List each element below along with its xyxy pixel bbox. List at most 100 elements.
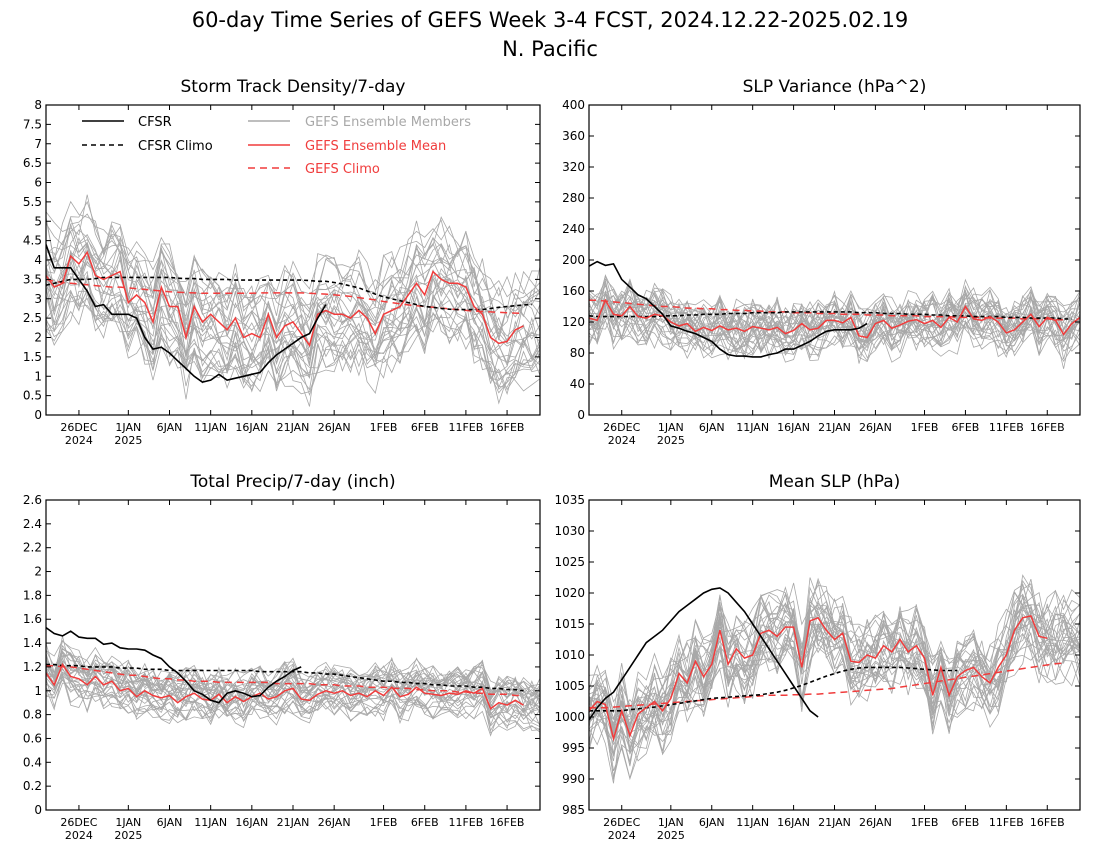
y-tick-label: 1.5: [23, 350, 42, 364]
member-line: [46, 200, 540, 319]
y-tick-label: 1010: [554, 648, 585, 662]
y-tick-label: 1.4: [23, 636, 42, 650]
x-tick-label: 1JAN: [115, 816, 141, 829]
member-line: [46, 293, 540, 400]
figure-title: 60-day Time Series of GEFS Week 3-4 FCST…: [192, 8, 909, 32]
x-tick-label: 11FEB: [989, 816, 1024, 829]
member-line: [46, 295, 540, 391]
member-line: [46, 250, 540, 367]
y-tick-label: 5: [34, 214, 42, 228]
series-gefs-climo: [589, 299, 1064, 321]
x-tick-year-label: 2025: [657, 434, 685, 447]
member-line: [589, 624, 1080, 781]
member-line: [46, 291, 540, 407]
x-tick-label: 26DEC: [60, 816, 97, 829]
member-line: [46, 290, 540, 395]
y-tick-label: 6: [34, 176, 42, 190]
member-line: [46, 270, 540, 391]
x-tick-label: 21JAN: [277, 421, 310, 434]
legend-label-cfsr: CFSR: [138, 115, 172, 130]
series-gefs-ensemble-mean: [589, 298, 1080, 339]
y-tick-label: 0: [577, 408, 585, 422]
member-line: [589, 278, 1080, 336]
series-cfsr-climo: [46, 276, 532, 311]
member-line: [46, 677, 540, 728]
y-tick-label: 2.4: [23, 517, 42, 531]
member-line: [589, 579, 1080, 720]
x-tick-label: 21JAN: [818, 421, 851, 434]
member-line: [46, 275, 540, 380]
y-tick-label: 6.5: [23, 156, 42, 170]
x-tick-label: 11JAN: [736, 421, 769, 434]
x-tick-label: 16JAN: [235, 421, 268, 434]
y-tick-label: 1: [34, 369, 42, 383]
member-line: [46, 264, 540, 366]
figure-subtitle: N. Pacific: [502, 37, 598, 61]
x-tick-label: 21JAN: [818, 816, 851, 829]
y-tick-label: 7: [34, 137, 42, 151]
x-tick-label: 1JAN: [658, 421, 684, 434]
panel-2: SLP Variance (hPa^2) 0 40 80 120 160 200 240 280…: [562, 77, 1081, 447]
member-line: [46, 223, 540, 338]
y-tick-label: 2.6: [23, 493, 42, 507]
y-tick-label: 1005: [554, 679, 585, 693]
ensemble-members: [589, 274, 1080, 369]
y-tick-label: 280: [562, 191, 585, 205]
y-tick-label: 1020: [554, 586, 585, 600]
y-tick-label: 360: [562, 129, 585, 143]
y-tick-label: 7.5: [23, 117, 42, 131]
y-tick-label: 0.6: [23, 731, 42, 745]
member-line: [46, 251, 540, 363]
x-tick-label: 6JAN: [157, 816, 183, 829]
x-tick-year-label: 2024: [65, 829, 93, 842]
member-line: [46, 675, 540, 732]
member-line: [589, 286, 1080, 342]
member-line: [46, 652, 540, 703]
x-tick-label: 1JAN: [115, 421, 141, 434]
y-tick-label: 985: [562, 803, 585, 817]
x-tick-label: 6FEB: [952, 816, 980, 829]
series-gefs-ensemble-mean: [46, 250, 524, 348]
ensemble-members: [589, 574, 1080, 784]
y-tick-label: 4: [34, 253, 42, 267]
series-cfsr-climo: [46, 663, 524, 692]
x-tick-label: 6FEB: [952, 421, 980, 434]
member-line: [589, 593, 1080, 751]
y-tick-label: 2.2: [23, 541, 42, 555]
x-tick-label: 26JAN: [859, 421, 892, 434]
panel-4: Mean SLP (hPa) 985 990 995 1000 1005 1010 1015 1…: [554, 472, 1081, 842]
member-line: [46, 265, 540, 389]
y-tick-label: 995: [562, 741, 585, 755]
x-tick-label: 16FEB: [1030, 421, 1065, 434]
y-tick-label: 1.8: [23, 588, 42, 602]
x-tick-label: 11FEB: [448, 421, 483, 434]
series-cfsr: [589, 260, 868, 358]
x-tick-year-label: 2025: [114, 829, 142, 842]
panel-title: Storm Track Density/7-day: [181, 77, 406, 97]
y-tick-label: 200: [562, 253, 585, 267]
series-cfsr: [46, 626, 302, 704]
x-tick-year-label: 2024: [608, 829, 636, 842]
legend: CFSR CFSR Climo GEFS Ensemble Members GE…: [82, 115, 471, 177]
y-tick-label: 3: [34, 292, 42, 306]
member-line: [589, 605, 1080, 723]
y-tick-label: 1000: [554, 710, 585, 724]
y-tick-label: 1015: [554, 617, 585, 631]
member-line: [46, 290, 540, 395]
x-tick-label: 1FEB: [911, 816, 939, 829]
x-tick-label: 11JAN: [194, 421, 227, 434]
y-tick-label: 8: [34, 98, 42, 112]
y-tick-label: 160: [562, 284, 585, 298]
plot-area: [589, 260, 1080, 369]
x-tick-label: 21JAN: [277, 816, 310, 829]
x-tick-label: 6JAN: [699, 816, 725, 829]
x-tick-label: 6JAN: [157, 421, 183, 434]
plot-area: [46, 194, 540, 407]
x-tick-label: 26DEC: [603, 421, 640, 434]
y-tick-label: 2.5: [23, 311, 42, 325]
member-line: [46, 666, 540, 724]
y-tick-label: 2: [34, 565, 42, 579]
x-tick-label: 11JAN: [736, 816, 769, 829]
panel-3: Total Precip/7-day (inch)00.20.40.60.811…: [23, 472, 541, 842]
